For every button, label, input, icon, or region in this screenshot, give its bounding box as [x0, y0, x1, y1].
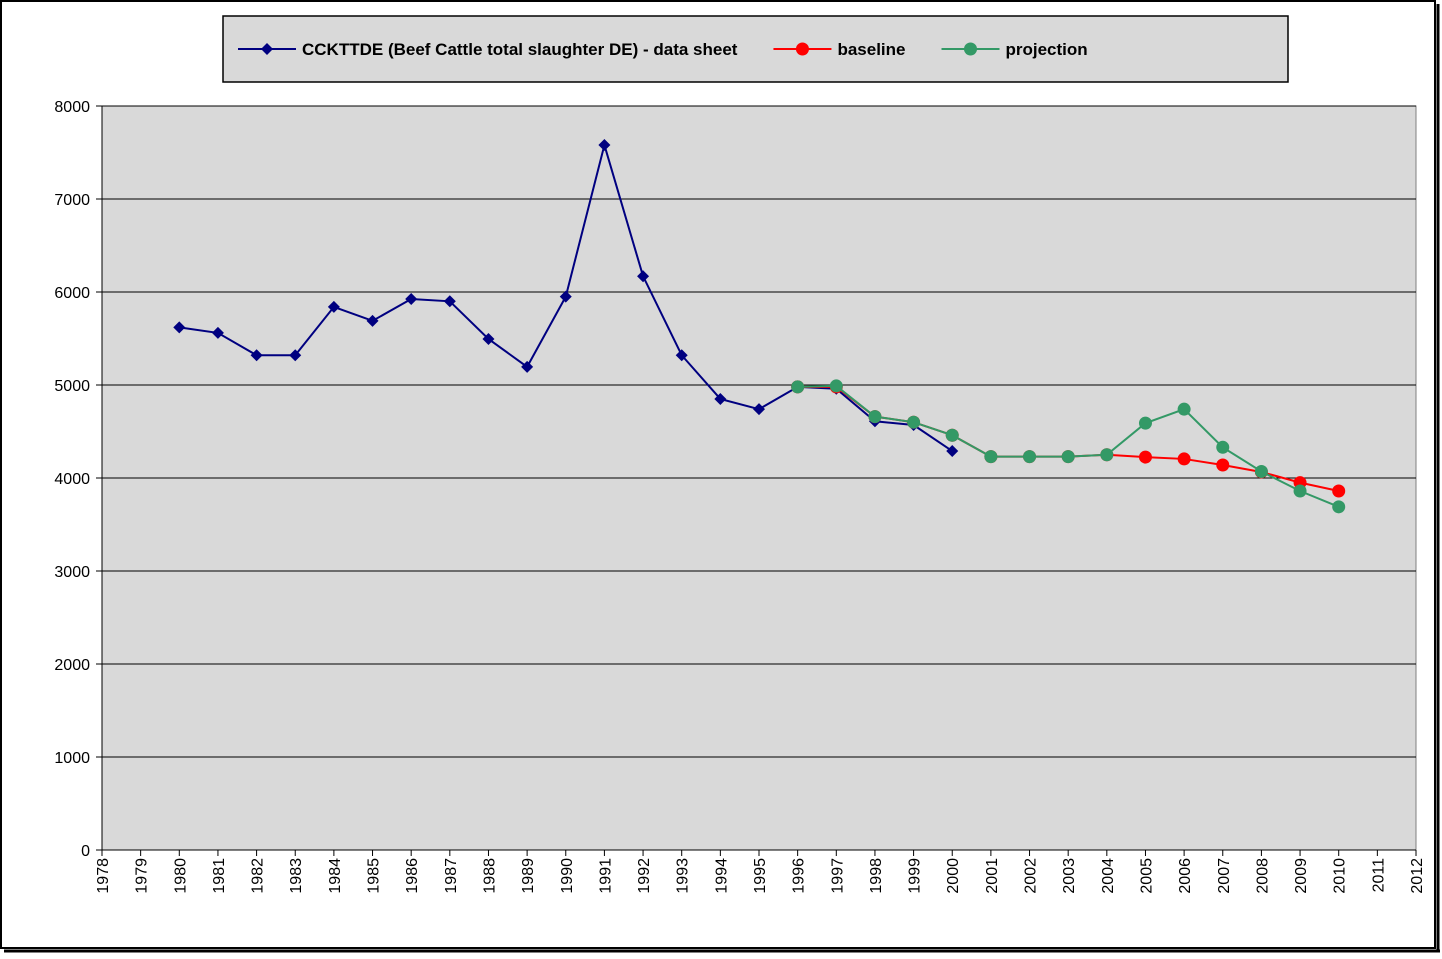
x-tick-label: 1986 [404, 858, 421, 894]
x-tick-label: 2006 [1177, 858, 1194, 894]
data-point [289, 349, 302, 362]
data-point [1332, 500, 1346, 514]
x-tick-label: 1994 [713, 858, 730, 894]
series [791, 379, 1346, 514]
legend-box [222, 15, 1289, 83]
y-tick-label: 6000 [54, 285, 90, 302]
legend-marker [261, 43, 273, 55]
data-point [211, 326, 224, 339]
x-tick-label: 2012 [1409, 858, 1426, 894]
legend-label: baseline [837, 40, 905, 59]
data-point [521, 360, 534, 373]
data-point [1216, 440, 1230, 454]
x-tick-label: 1996 [791, 858, 808, 894]
x-tick-label: 2007 [1216, 858, 1233, 894]
x-tick-label: 1993 [675, 858, 692, 894]
x-tick-label: 1984 [327, 858, 344, 894]
series-layer [173, 139, 1346, 514]
data-point [946, 445, 959, 458]
y-tick-label: 8000 [54, 99, 90, 116]
data-point [829, 379, 843, 393]
x-tick-label: 1983 [288, 858, 305, 894]
data-point [1138, 450, 1152, 464]
x-tick-label: 2011 [1370, 858, 1387, 893]
data-point [598, 139, 611, 152]
y-tick-label: 4000 [54, 471, 90, 488]
x-tick-label: 1992 [636, 858, 653, 894]
x-tick-label: 1995 [752, 858, 769, 894]
data-point [1177, 402, 1191, 416]
data-point [714, 392, 727, 405]
data-point [1216, 458, 1230, 472]
y-tick-label: 0 [81, 843, 90, 860]
x-tick-label: 2005 [1138, 858, 1155, 894]
axes: 0 1000 2000 3000 4000 5000 6000 7000 8000 1978 197… [54, 99, 1426, 894]
data-point [637, 270, 650, 283]
data-point [791, 380, 805, 394]
x-tick-label: 1981 [211, 858, 228, 894]
data-point [907, 415, 921, 429]
data-point [173, 321, 186, 334]
x-tick-label: 1978 [95, 858, 112, 894]
x-tick-label: 2001 [984, 858, 1001, 894]
data-point [366, 314, 379, 327]
data-point [1177, 452, 1191, 466]
data-point [405, 292, 418, 305]
data-point [559, 290, 572, 303]
y-tick-label: 2000 [54, 657, 90, 674]
legend-label: CCKTTDE (Beef Cattle total slaughter DE)… [302, 40, 738, 59]
x-tick-label: 2010 [1332, 858, 1349, 894]
data-point [482, 332, 495, 345]
data-point [1293, 484, 1307, 498]
data-point [675, 349, 688, 362]
data-point [443, 295, 456, 308]
y-tick-label: 1000 [54, 750, 90, 767]
legend-label: projection [1006, 40, 1088, 59]
x-tick-label: 2004 [1100, 858, 1117, 894]
data-point [1254, 464, 1268, 478]
y-tick-label: 7000 [54, 192, 90, 209]
data-point [1138, 416, 1152, 430]
data-point [868, 410, 882, 424]
x-tick-label: 2008 [1254, 858, 1271, 894]
data-point [1332, 484, 1346, 498]
x-tick-label: 1999 [907, 858, 924, 894]
x-tick-label: 2002 [1023, 858, 1040, 894]
x-tick-label: 1989 [520, 858, 537, 894]
legend: CCKTTDE (Beef Cattle total slaughter DE)… [222, 15, 1289, 83]
data-point [945, 428, 959, 442]
x-tick-label: 2003 [1061, 858, 1078, 894]
x-tick-label: 1997 [829, 858, 846, 894]
x-tick-label: 1982 [250, 858, 267, 894]
data-point [327, 300, 340, 313]
x-tick-label: 2009 [1293, 858, 1310, 894]
y-tick-label: 5000 [54, 378, 90, 395]
data-point [1023, 450, 1037, 464]
legend-marker [964, 42, 977, 56]
x-tick-label: 1990 [559, 858, 576, 894]
data-point [1100, 448, 1114, 462]
x-tick-label: 1985 [366, 858, 383, 894]
x-tick-label: 2000 [945, 858, 962, 894]
x-tick-label: 1991 [597, 858, 614, 894]
data-point [250, 349, 263, 362]
legend-marker [795, 42, 809, 56]
data-point [753, 403, 765, 416]
x-tick-label: 1980 [172, 858, 189, 894]
x-tick-label: 1979 [134, 858, 151, 894]
y-tick-label: 3000 [54, 564, 90, 581]
x-tick-label: 1998 [868, 858, 885, 894]
data-point [984, 450, 998, 464]
x-tick-label: 1988 [481, 858, 498, 894]
x-tick-label: 1987 [443, 858, 460, 894]
data-point [1061, 450, 1075, 464]
